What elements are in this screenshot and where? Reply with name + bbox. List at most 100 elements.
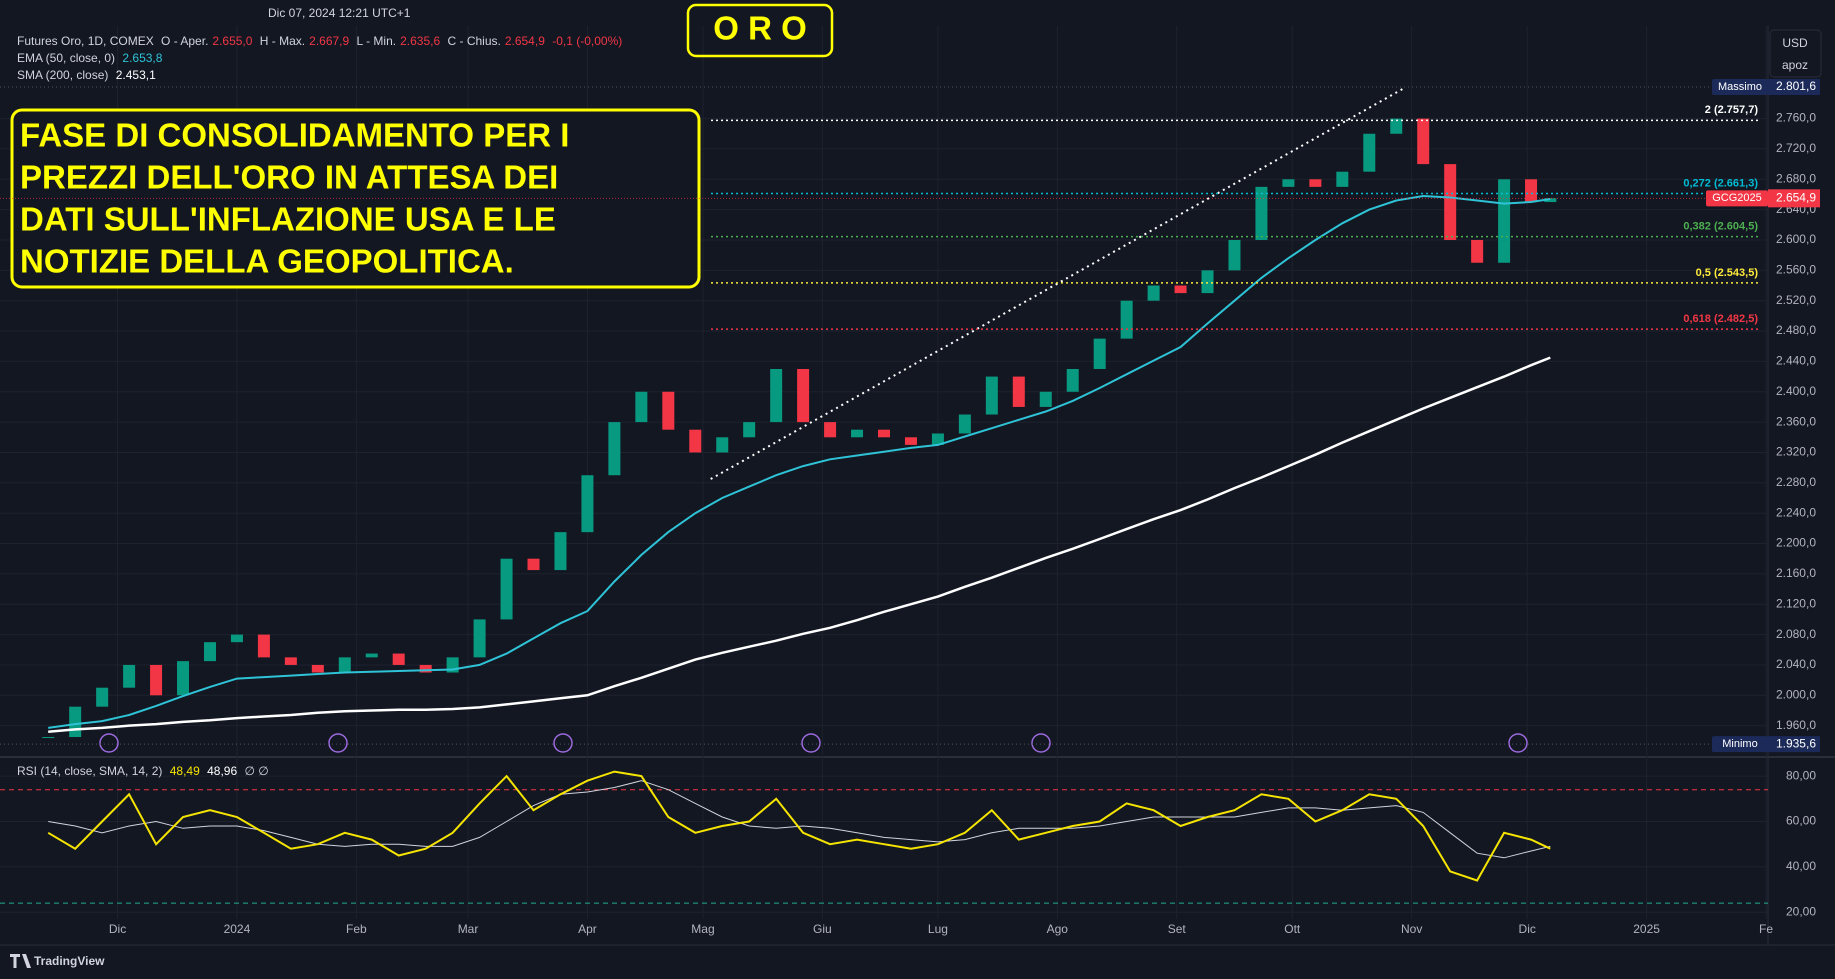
legend-sma: SMA (200, close) 2.453,1 [17, 68, 160, 82]
extreme-value: 2.801,6 [1776, 79, 1816, 93]
header-datetime: Dic 07, 2024 12:21 UTC+1 [268, 6, 411, 20]
event-icon[interactable] [99, 733, 119, 753]
candle [554, 532, 567, 571]
rsi-value: 48,49 [169, 764, 200, 778]
y-tick-label: 2.480,0 [1776, 323, 1816, 337]
candle [904, 437, 917, 445]
y-tick-label: 2.680,0 [1776, 171, 1816, 185]
last-price-value: 2.654,9 [1776, 191, 1816, 205]
extreme-value-bg [1768, 736, 1820, 753]
legend-ema: EMA (50, close, 0) 2.653,8 [17, 51, 166, 65]
candle [1174, 285, 1187, 294]
event-icon[interactable] [553, 733, 573, 753]
event-icon[interactable] [801, 733, 821, 753]
legend-main: Futures Oro, 1D, COMEX O - Aper. 2.655,0 … [17, 34, 626, 48]
rsi-extra: ∅ ∅ [244, 764, 269, 778]
extreme-tag-name: Minimo [1722, 738, 1757, 750]
event-icon[interactable] [328, 733, 348, 753]
y-tick-label: 2.440,0 [1776, 354, 1816, 368]
candle [1120, 300, 1133, 339]
event-icon[interactable] [1031, 733, 1051, 753]
legend-series-value: 2.653,8 [122, 51, 163, 65]
candle [1066, 368, 1079, 392]
y-tick-label: 2.040,0 [1776, 657, 1816, 671]
extreme-tag-bg [1712, 79, 1768, 96]
candle [635, 391, 648, 423]
y-tick-label: 2.080,0 [1776, 627, 1816, 641]
candle [203, 642, 216, 662]
x-tick-label: Feb [346, 922, 367, 936]
y-tick-label: 20,00 [1786, 904, 1816, 918]
x-tick-label: Set [1168, 922, 1187, 936]
candle [311, 664, 324, 673]
candle [1336, 171, 1349, 187]
fib-label: 0,618 (2.482,5) [1683, 313, 1758, 325]
y-tick-label: 2.160,0 [1776, 566, 1816, 580]
legend-ohlc-label: L - Min. [356, 34, 397, 48]
legend-ohlc-value: 2.655,0 [212, 34, 253, 48]
candle [931, 433, 944, 445]
candle [1444, 164, 1457, 240]
candle [1498, 179, 1511, 263]
legend-change: -0,1 (-0,00%) [552, 34, 623, 48]
candle [770, 368, 783, 423]
title: O R O [713, 10, 807, 47]
candle [123, 664, 136, 688]
candle [338, 657, 351, 673]
last-price-name-bg [1706, 190, 1768, 207]
candle [96, 687, 109, 707]
candle [581, 475, 594, 533]
candle [689, 429, 702, 453]
candle [527, 558, 540, 571]
x-tick-label: Mar [458, 922, 479, 936]
candle [1525, 179, 1538, 203]
event-icon[interactable] [1508, 733, 1528, 753]
candle [608, 422, 621, 476]
rsi-line [47, 770, 1551, 882]
legend-ohlc-label: C - Chius. [447, 34, 501, 48]
rsi-ma-value: 48,96 [207, 764, 238, 778]
candle [1228, 239, 1241, 271]
y-tick-label: 2.520,0 [1776, 293, 1816, 307]
x-tick-label: Ott [1284, 922, 1301, 936]
legend-ohlc-label: H - Max. [259, 34, 306, 48]
footer-brand: TradingView [34, 954, 105, 968]
candle [1093, 338, 1106, 369]
currency-box[interactable] [1769, 29, 1822, 78]
y-tick-label: 40,00 [1786, 859, 1816, 873]
candle [662, 391, 675, 430]
candle [716, 437, 729, 453]
legend-series-value: 2.453,1 [115, 68, 156, 82]
extreme-value: 1.935,6 [1776, 736, 1816, 750]
legend-ohlc-label: O - Aper. [161, 34, 209, 48]
x-tick-label: Lug [928, 922, 948, 936]
candle [1255, 186, 1268, 240]
annotation-line: PREZZI DELL'ORO IN ATTESA DEI [20, 159, 558, 196]
candle [42, 737, 55, 739]
candle [1282, 179, 1295, 187]
candle [419, 664, 432, 673]
candle [257, 634, 270, 658]
y-tick-label: 2.760,0 [1776, 111, 1816, 125]
last-price-name: GCG2025 [1712, 192, 1762, 204]
last-price-value-bg [1768, 189, 1820, 208]
y-tick-label: 60,00 [1786, 814, 1816, 828]
candle [284, 657, 297, 665]
candle [1012, 376, 1025, 407]
y-tick-label: 80,00 [1786, 768, 1816, 782]
legend-ohlc-value: 2.635,6 [400, 34, 441, 48]
legend-ohlc-value: 2.654,9 [504, 34, 545, 48]
event-icons [99, 733, 1528, 753]
y-tick-label: 2.320,0 [1776, 445, 1816, 459]
candle [230, 634, 243, 643]
title-box [686, 3, 834, 58]
y-tick-label: 1.960,0 [1776, 718, 1816, 732]
extreme-tag-name: Massimo [1718, 81, 1762, 93]
candle [1390, 118, 1403, 134]
fib-label: 0,382 (2.604,5) [1683, 220, 1758, 232]
y-tick-label: 2.000,0 [1776, 687, 1816, 701]
annotation-line: DATI SULL'INFLAZIONE USA E LE [20, 201, 556, 238]
y-tick-label: 2.720,0 [1776, 141, 1816, 155]
